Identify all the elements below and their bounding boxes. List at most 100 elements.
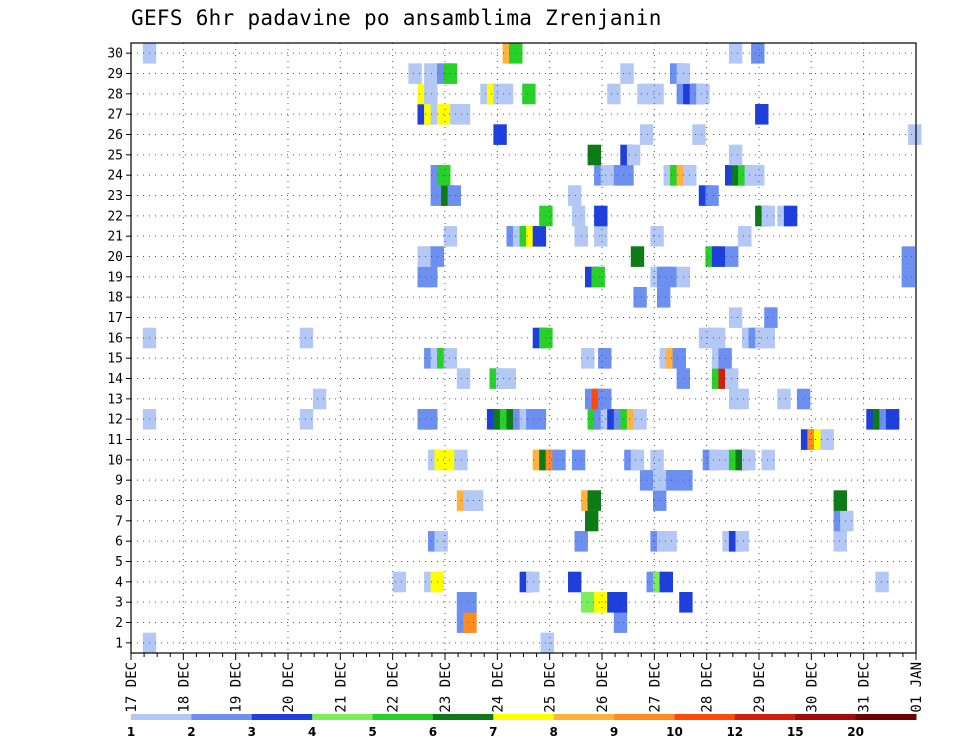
precip-cell [463,592,477,613]
color-legend: 1 2 3 4 5 6 7 8 9 10 12 15 20 [127,714,917,739]
y-tick-label: 21 [107,230,123,245]
legend-label: 12 [726,725,743,739]
x-tick-label: 30 DEC [804,662,820,713]
precip-cell [613,612,628,633]
precip-cell [663,266,677,288]
precip-cell [833,531,847,552]
precip-cell [598,388,612,410]
precip-cell [840,510,854,532]
precip-cell [679,470,693,491]
precip-cell [454,449,468,471]
precip-cell [571,205,586,227]
precip-cell [447,185,461,206]
y-tick-label: 9 [115,474,123,489]
y-tick-label: 24 [107,169,123,184]
legend-swatch [614,714,675,720]
x-tick-label: 18 DEC [176,662,192,713]
precip-cell [456,368,471,389]
precip-cell [443,63,458,84]
precip-cell [626,144,641,166]
precip-cell [540,632,554,654]
precip-cell [885,409,900,430]
precip-cell [728,144,743,166]
y-tick-label: 16 [107,331,123,346]
precip-cell [728,43,743,64]
y-tick-label: 25 [107,148,123,163]
precip-cell [312,388,327,410]
precip-cell [613,592,628,613]
y-tick-label: 28 [107,87,123,102]
precip-cell [659,571,673,593]
y-tick-label: 27 [107,108,123,123]
precip-cell [594,592,608,613]
x-tick-label: 17 DEC [124,662,140,713]
precip-cell [633,287,647,308]
precip-cell [783,205,798,227]
precip-cell [299,327,314,349]
legend-swatch [553,714,615,720]
precip-cell [607,83,621,105]
chart-title: GEFS 6hr padavine po ansamblima Zrenjani… [131,6,662,30]
precip-cell [663,531,677,552]
y-axis: 1234567891011121314151617181920212223242… [107,47,131,651]
precip-cell [571,449,586,471]
y-tick-label: 2 [115,616,123,631]
precip-cell [424,409,438,430]
x-tick-label: 26 DEC [595,662,611,713]
precip-cell [650,83,664,105]
x-tick-label: 24 DEC [490,662,506,713]
plot-frame [130,42,917,654]
legend-label: 4 [308,725,316,739]
precip-cell [594,226,608,247]
legend-label: 8 [550,725,558,739]
precip-cell [585,510,599,532]
precip-cell [424,63,438,84]
precip-cell [875,571,889,593]
legend-swatch [855,714,917,720]
legend-label: 10 [666,725,683,739]
precip-cell [672,348,686,369]
legend-swatch [795,714,857,720]
x-tick-label: 27 DEC [647,662,663,713]
precip-cell [705,185,719,206]
legend-swatch [251,714,313,720]
x-tick-label: 25 DEC [543,662,559,713]
precip-cell [764,307,778,328]
precip-cell [463,612,477,633]
precip-cell [711,327,726,349]
y-tick-label: 19 [107,270,123,285]
y-tick-label: 4 [115,575,123,590]
y-tick-label: 1 [115,636,123,651]
legend-swatch [372,714,434,720]
precip-cell [526,571,540,593]
x-tick-label: 20 DEC [281,662,297,713]
x-tick-label: 29 DEC [752,662,768,713]
x-tick-label: 21 DEC [333,662,349,713]
y-tick-label: 7 [115,514,123,529]
y-tick-label: 23 [107,189,123,204]
precip-cell [598,348,612,369]
x-tick-label: 01 JAN [909,662,925,713]
precip-cell [738,226,752,247]
precip-cell [735,531,749,552]
precip-cell [742,449,756,471]
ensemble-cells [142,43,922,654]
legend-swatch [734,714,796,720]
precip-cell [620,165,634,186]
precip-cell [456,104,471,125]
precip-cell [692,124,706,145]
x-tick-label: 31 DEC [857,662,873,713]
precip-cell [777,388,791,410]
legend-swatch [493,714,555,720]
precip-cell [443,226,458,247]
legend-swatch [131,714,192,720]
legend-label: 1 [127,725,135,739]
legend-label: 3 [248,725,256,739]
precip-cell [639,124,654,145]
y-tick-label: 30 [107,47,123,62]
precip-cell [711,246,726,267]
x-tick-label: 19 DEC [229,662,245,713]
precip-cell [901,266,915,288]
precip-cell [761,327,775,349]
precip-cell [443,348,458,369]
